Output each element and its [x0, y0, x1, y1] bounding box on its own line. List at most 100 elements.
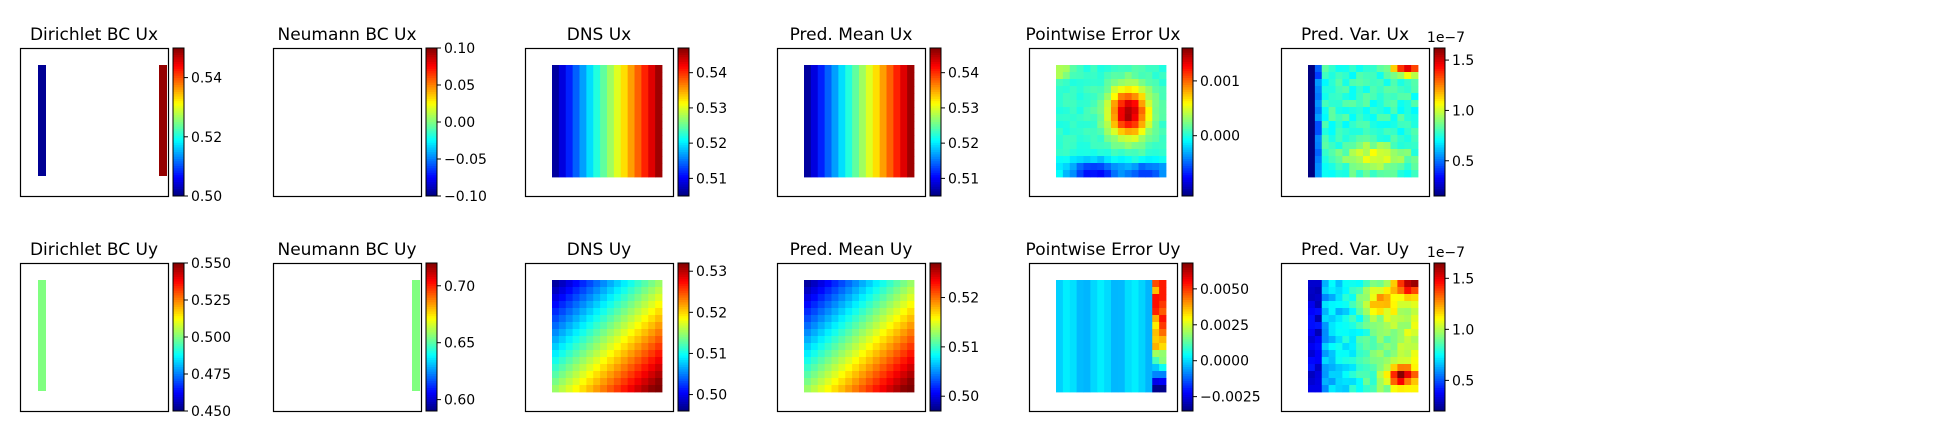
- colorbar-band: [678, 309, 689, 313]
- heatmap-cell: [1056, 364, 1064, 372]
- heatmap-cell: [817, 149, 826, 157]
- colorbar-band: [1182, 189, 1193, 192]
- heatmap-cell: [817, 378, 826, 386]
- colorbar-band: [426, 313, 437, 317]
- heatmap-cell: [1097, 114, 1105, 122]
- heatmap-cell: [1159, 121, 1167, 129]
- heatmap-cell: [1090, 142, 1098, 150]
- colorbar-band: [1434, 364, 1445, 368]
- heatmap-cell: [552, 72, 560, 80]
- heatmap-cell: [1083, 294, 1091, 302]
- heatmap-cell: [1404, 280, 1412, 288]
- colorbar-frame: [425, 262, 438, 412]
- heatmap-cell: [1131, 343, 1139, 351]
- heatmap-cell: [655, 371, 663, 379]
- heatmap-cell: [804, 350, 812, 358]
- heatmap-cell: [831, 135, 839, 143]
- heatmap-cell: [1138, 128, 1146, 136]
- heatmap-cell: [565, 280, 574, 288]
- colorbar-band: [173, 297, 184, 301]
- colorbar-band: [1182, 103, 1193, 107]
- heatmap-cell: [824, 329, 832, 337]
- colorbar-band: [930, 59, 941, 63]
- heatmap-cell: [565, 135, 574, 143]
- panel-title: Neumann BC Ux: [277, 25, 416, 45]
- heatmap-cell: [613, 128, 622, 136]
- heatmap-cell: [1349, 322, 1357, 330]
- colorbar-tick-label: 1.0: [1452, 322, 1474, 338]
- heatmap-cell: [1145, 163, 1153, 171]
- heatmap-cell: [655, 301, 663, 309]
- heatmap-cell: [1159, 114, 1167, 122]
- heatmap-cell: [648, 100, 656, 108]
- colorbar-tick-label: 0.50: [696, 388, 727, 404]
- heatmap-cell: [1056, 100, 1064, 108]
- heatmap-cell: [865, 107, 874, 115]
- heatmap-cell: [1314, 371, 1323, 379]
- heatmap-cell: [893, 280, 901, 288]
- heatmap-cell: [1069, 322, 1078, 330]
- heatmap-cell: [613, 329, 622, 337]
- heatmap-cell: [824, 170, 832, 178]
- heatmap-cell: [852, 378, 860, 386]
- colorbar-band: [1434, 124, 1445, 128]
- heatmap-cell: [1404, 135, 1412, 143]
- heatmap-cell: [634, 128, 642, 136]
- colorbar-band: [930, 272, 941, 276]
- heatmap-cell: [1308, 142, 1316, 150]
- heatmap-cell: [824, 371, 832, 379]
- heatmap-cell: [552, 343, 560, 351]
- heatmap-cell: [1335, 287, 1343, 295]
- heatmap-cell: [1124, 287, 1133, 295]
- colorbar-band: [1434, 311, 1445, 315]
- heatmap-cell: [1404, 149, 1412, 157]
- heatmap-cell: [1124, 121, 1133, 129]
- heatmap-cell: [1328, 287, 1336, 295]
- heatmap-cell: [1308, 287, 1316, 295]
- colorbar-band: [930, 387, 941, 391]
- heatmap-cell: [1159, 378, 1167, 386]
- heatmap-cell: [1390, 149, 1398, 157]
- colorbar-band: [930, 267, 941, 271]
- heatmap-cell: [1369, 114, 1378, 122]
- heatmap-cell: [893, 128, 901, 136]
- heatmap-cell: [1376, 86, 1385, 94]
- heatmap-cell: [627, 65, 635, 73]
- heatmap-cell: [1383, 294, 1391, 302]
- heatmap-cell: [613, 357, 622, 365]
- colorbar-band: [930, 184, 941, 188]
- heatmap-cell: [1356, 128, 1364, 136]
- heatmap-cell: [1376, 329, 1385, 337]
- heatmap-cell: [641, 128, 649, 136]
- heatmap-cell: [579, 343, 587, 351]
- heatmap-cell: [907, 301, 915, 309]
- heatmap-cell: [872, 280, 881, 288]
- heatmap-cell: [634, 163, 642, 171]
- colorbar-band: [1182, 168, 1193, 172]
- colorbar-band: [930, 369, 941, 373]
- heatmap-cell: [1117, 329, 1126, 337]
- heatmap-cell: [1349, 357, 1357, 365]
- heatmap-cell: [1342, 128, 1350, 136]
- heatmap-cell: [641, 163, 649, 171]
- heatmap-cell: [1062, 287, 1071, 295]
- heatmap-cell: [1090, 135, 1098, 143]
- heatmap-cell: [1145, 315, 1153, 323]
- heatmap-cell: [1411, 357, 1419, 365]
- heatmap-cell: [810, 86, 819, 94]
- heatmap-cell: [1069, 135, 1078, 143]
- heatmap-cell: [627, 336, 635, 344]
- heatmap-cell: [1321, 170, 1330, 178]
- heatmap-cell: [572, 350, 580, 358]
- heatmap-cell: [634, 315, 642, 323]
- colorbar-band: [930, 48, 941, 51]
- colorbar-band: [678, 383, 689, 387]
- colorbar-band: [173, 367, 184, 370]
- heatmap-cell: [838, 163, 846, 171]
- colorbar-band: [1434, 115, 1445, 118]
- heatmap-cell: [600, 86, 608, 94]
- heatmap-cell: [586, 343, 594, 351]
- colorbar-band: [426, 348, 437, 352]
- heatmap-cell: [607, 329, 615, 337]
- colorbar-band: [1182, 364, 1193, 368]
